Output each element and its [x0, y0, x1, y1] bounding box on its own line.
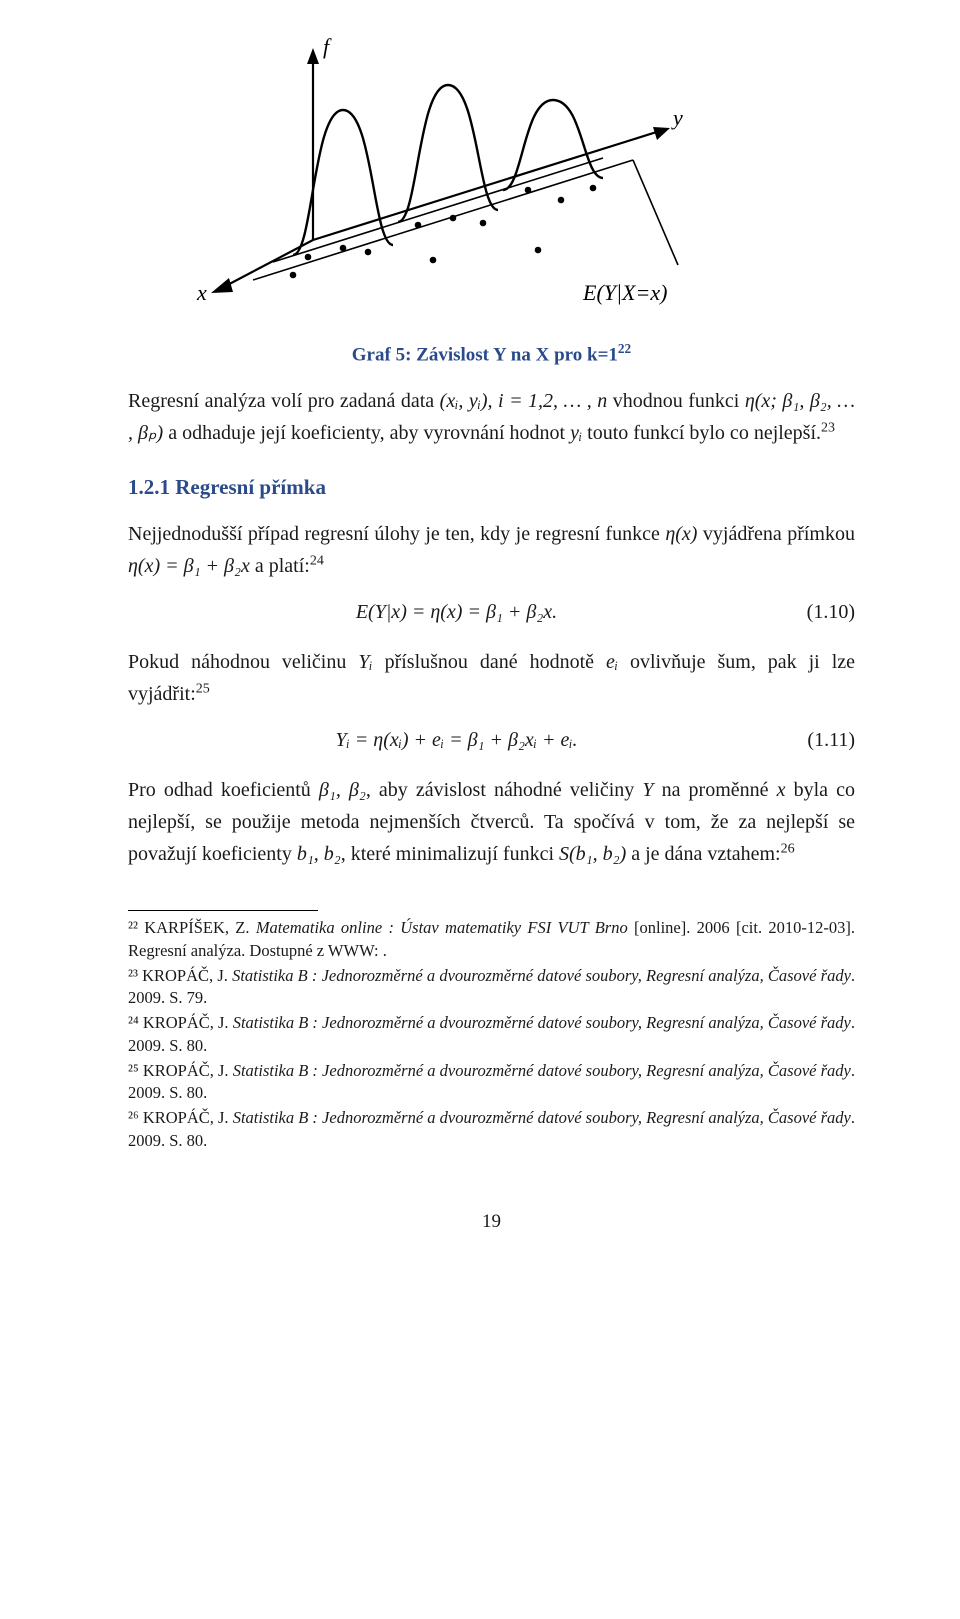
caption-footref: 22: [618, 341, 631, 356]
caption-text: Graf 5: Závislost Y na X pro k=1: [352, 344, 618, 365]
p4-t1: Pro odhad koeficientů: [128, 779, 319, 801]
paragraph-3: Pokud náhodnou veličinu Yᵢ příslušnou da…: [128, 646, 855, 710]
footnote-25: ²⁵ KROPÁČ, J. Statistika B : Jednorozměr…: [128, 1060, 855, 1105]
figure: f y x E(Y|X=x): [183, 30, 855, 330]
footnote-24: ²⁴ KROPÁČ, J. Statistika B : Jednorozměr…: [128, 1012, 855, 1057]
footnote-separator: [128, 910, 318, 911]
p4-m5: S(b₁, b₂): [559, 843, 626, 865]
footnote-23: ²³ KROPÁČ, J. Statistika B : Jednorozměr…: [128, 965, 855, 1010]
axis-label-f: f: [323, 34, 332, 59]
p4-m3: x: [777, 779, 786, 801]
p1-m3: yᵢ: [570, 422, 582, 444]
p3-t2: příslušnou dané hodnotě: [373, 651, 606, 673]
footnote-22: ²² KARPÍŠEK, Z. Matematika online : Ústa…: [128, 917, 855, 962]
p2-footref: 24: [310, 554, 324, 569]
p1-t1: Regresní analýza volí pro zadaná data: [128, 390, 440, 412]
paragraph-4: Pro odhad koeficientů β₁, β₂, aby závisl…: [128, 774, 855, 870]
p3-footref: 25: [196, 682, 210, 697]
p4-m1: β₁, β₂: [319, 779, 366, 801]
eq2-number: (1.11): [785, 724, 855, 756]
p3-m2: eᵢ: [606, 651, 618, 673]
equation-2: Yᵢ = η(xᵢ) + eᵢ = β₁ + β₂xᵢ + eᵢ. (1.11): [128, 724, 855, 756]
paragraph-2: Nejjednodušší případ regresní úlohy je t…: [128, 518, 855, 582]
page: f y x E(Y|X=x) Graf 5: Závislost Y na X …: [0, 0, 960, 1297]
p1-footref: 23: [821, 420, 835, 435]
p4-footref: 26: [781, 842, 795, 857]
p4-t5: , které minimalizují funkci: [341, 843, 559, 865]
axis-label-x: x: [196, 280, 207, 305]
eq1-number: (1.10): [785, 596, 855, 628]
p1-t3: a odhaduje její koeficienty, aby vyrovná…: [163, 422, 570, 444]
p2-t1: Nejjednodušší případ regresní úlohy je t…: [128, 523, 665, 545]
p4-m2: Y: [642, 779, 653, 801]
p3-t1: Pokud náhodnou veličinu: [128, 651, 358, 673]
figure-caption: Graf 5: Závislost Y na X pro k=122: [128, 338, 855, 371]
p2-m1: η(x): [665, 523, 697, 545]
eq2-body: Yᵢ = η(xᵢ) + eᵢ = β₁ + β₂xᵢ + eᵢ.: [128, 724, 785, 756]
section-heading: 1.2.1 Regresní přímka: [128, 471, 855, 505]
paragraph-1: Regresní analýza volí pro zadaná data (x…: [128, 385, 855, 449]
p4-t3: na proměnné: [653, 779, 776, 801]
p1-t4: touto funkcí bylo co nejlepší.: [582, 422, 821, 444]
equation-1: E(Y|x) = η(x) = β₁ + β₂x. (1.10): [128, 596, 855, 628]
regression-diagram: f y x E(Y|X=x): [183, 30, 703, 320]
p4-t2: , aby závislost náhodné veličiny: [366, 779, 643, 801]
p1-t2: vhodnou funkci: [607, 390, 745, 412]
axis-label-y: y: [671, 105, 683, 130]
p4-m4: b₁, b₂: [297, 843, 341, 865]
footnotes: ²² KARPÍŠEK, Z. Matematika online : Ústa…: [128, 917, 855, 1152]
p2-t3: a platí:: [250, 555, 310, 577]
p1-m1: (xᵢ, yᵢ), i = 1,2, … , n: [440, 390, 608, 412]
p2-t2: vyjádřena přímkou: [697, 523, 855, 545]
p2-m2: η(x) = β₁ + β₂x: [128, 555, 250, 577]
p3-m1: Yᵢ: [358, 651, 372, 673]
eq1-body: E(Y|x) = η(x) = β₁ + β₂x.: [128, 596, 785, 628]
footnote-26: ²⁶ KROPÁČ, J. Statistika B : Jednorozměr…: [128, 1107, 855, 1152]
axis-label-E: E(Y|X=x): [582, 280, 667, 305]
p4-t6: a je dána vztahem:: [626, 843, 780, 865]
page-number: 19: [128, 1207, 855, 1237]
